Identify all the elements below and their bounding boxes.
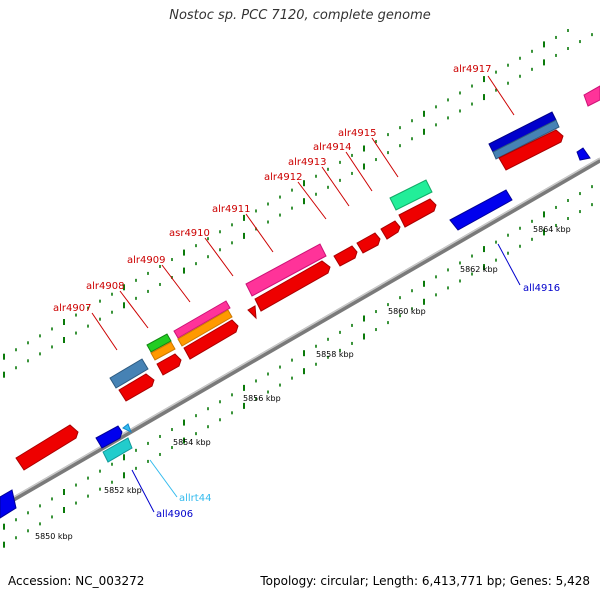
leader-line [345,151,373,192]
gene-red-9[interactable] [380,220,401,240]
gene-alr4908[interactable] [146,333,172,353]
leader-line [131,469,155,513]
scale-label: 5864 kbp [533,225,571,234]
gene-red-6[interactable] [254,260,331,312]
accession-label: Accession: NC_003272 [8,574,145,588]
gene-red-10[interactable] [398,198,437,228]
gene-label[interactable]: alr4907 [53,303,91,314]
tick-marks [3,29,593,548]
gene-label[interactable]: asr4910 [169,228,210,239]
gene-alr4915[interactable] [389,179,433,211]
gene-next[interactable] [583,85,600,107]
gene-rev-edge[interactable] [0,489,17,519]
scale-label: 5850 kbp [35,532,73,541]
gene-red-3[interactable] [156,353,182,376]
genome-stats: Topology: circular; Length: 6,413,771 bp… [260,574,590,588]
gene-all4916[interactable] [449,189,513,231]
leader-line [321,166,350,207]
gene-red-4[interactable] [183,319,239,360]
leader-line [297,181,327,220]
gene-label[interactable]: alr4915 [338,128,376,139]
gene-label[interactable]: alr4911 [212,204,250,215]
gene-red-8[interactable] [356,232,381,254]
scale-label: 5860 kbp [388,307,426,316]
gene-alr4911[interactable] [245,243,327,297]
gene-red-5[interactable] [247,305,257,320]
leader-line [371,137,399,178]
scale-label: 5856 kbp [243,394,281,403]
gene-rna-1[interactable] [122,423,132,434]
gene-alr4917b[interactable] [492,119,560,160]
leader-line [161,264,191,303]
gene-label[interactable]: all4906 [156,509,193,520]
leader-line [149,459,178,498]
gene-alr4908b[interactable] [150,341,176,361]
gene-red-7[interactable] [333,245,358,267]
leader-line [91,312,118,351]
gene-asr4910[interactable] [177,309,233,347]
gene-label[interactable]: all4916 [523,283,560,294]
leader-line [119,290,149,329]
leader-line [487,75,515,116]
reverse-features [0,147,591,519]
leader-lines [91,75,521,513]
gene-label[interactable]: alr4909 [127,255,165,266]
gene-red-2[interactable] [118,373,155,402]
genome-backbone [0,157,600,510]
gene-label[interactable]: alr4914 [313,142,351,153]
leader-line [204,237,234,277]
gene-rna-2[interactable] [102,437,133,463]
page-title: Nostoc sp. PCC 7120, complete genome [169,8,431,23]
scale-label: 5858 kbp [316,350,354,359]
forward-features [15,129,564,471]
scale-labels: 5850 kbp 5852 kbp 5854 kbp 5856 kbp 5858… [35,225,571,541]
gene-label[interactable]: alr4908 [86,281,124,292]
scale-label: 5854 kbp [173,438,211,447]
scale-label: 5852 kbp [104,486,142,495]
leader-line [497,243,521,286]
gene-label[interactable]: alr4913 [288,157,326,168]
gene-label[interactable]: alr4912 [264,172,302,183]
gene-red-11[interactable] [498,129,564,171]
gene-labels: alr4907 alr4908 alr4909 asr4910 alr4911 … [53,64,560,520]
gene-alr4907[interactable] [109,358,149,389]
leader-line [245,213,274,253]
gene-red-1[interactable] [15,424,79,471]
gene-alr4909[interactable] [173,300,231,339]
gene-rev-2[interactable] [576,147,591,161]
gene-label[interactable]: allrt44 [179,493,211,504]
gene-label[interactable]: alr4917 [453,64,491,75]
gene-rev-1[interactable] [95,425,123,449]
scale-label: 5862 kbp [460,265,498,274]
forward-features-outer [109,85,600,389]
